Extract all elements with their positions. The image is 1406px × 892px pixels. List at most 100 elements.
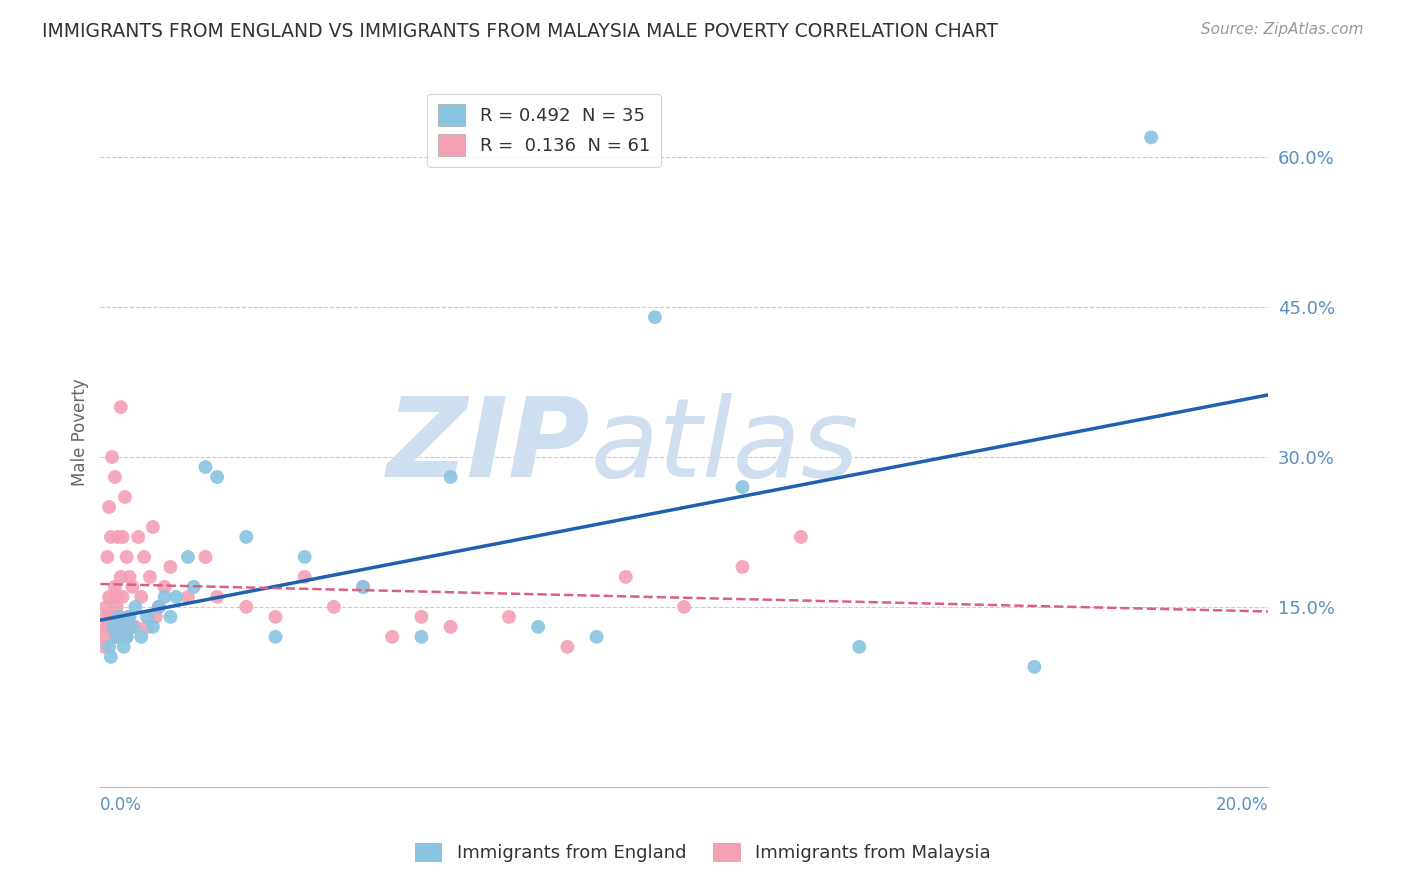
Text: Source: ZipAtlas.com: Source: ZipAtlas.com xyxy=(1201,22,1364,37)
Point xyxy=(352,580,374,594)
Point xyxy=(145,610,167,624)
Point xyxy=(118,610,141,624)
Point xyxy=(129,590,152,604)
Point xyxy=(1024,660,1046,674)
Text: 0.0%: 0.0% xyxy=(100,796,142,814)
Point xyxy=(107,620,129,634)
Point xyxy=(183,580,205,594)
Point xyxy=(112,620,135,634)
Point xyxy=(100,649,122,664)
Point xyxy=(731,480,754,494)
Point xyxy=(673,599,696,614)
Point xyxy=(98,590,121,604)
Text: IMMIGRANTS FROM ENGLAND VS IMMIGRANTS FROM MALAYSIA MALE POVERTY CORRELATION CHA: IMMIGRANTS FROM ENGLAND VS IMMIGRANTS FR… xyxy=(42,22,998,41)
Legend: Immigrants from England, Immigrants from Malaysia: Immigrants from England, Immigrants from… xyxy=(408,836,998,870)
Point xyxy=(124,620,146,634)
Y-axis label: Male Poverty: Male Poverty xyxy=(72,378,89,486)
Point xyxy=(104,470,127,484)
Point xyxy=(91,630,114,644)
Point xyxy=(142,620,165,634)
Point xyxy=(107,530,129,544)
Point xyxy=(205,590,228,604)
Point xyxy=(114,490,136,504)
Point xyxy=(153,580,176,594)
Point xyxy=(136,620,159,634)
Text: ZIP: ZIP xyxy=(387,392,591,500)
Point xyxy=(142,520,165,534)
Point xyxy=(100,530,122,544)
Point xyxy=(100,610,122,624)
Point xyxy=(96,549,118,564)
Point xyxy=(104,630,127,644)
Point xyxy=(1140,130,1163,145)
Text: 20.0%: 20.0% xyxy=(1215,796,1268,814)
Point xyxy=(411,610,433,624)
Point xyxy=(194,549,217,564)
Point xyxy=(111,530,134,544)
Point xyxy=(96,620,118,634)
Point xyxy=(110,620,132,634)
Point xyxy=(93,640,115,654)
Point xyxy=(614,570,637,584)
Point xyxy=(439,620,461,634)
Point xyxy=(148,599,170,614)
Point xyxy=(205,470,228,484)
Point xyxy=(322,599,344,614)
Point xyxy=(136,610,159,624)
Point xyxy=(177,590,200,604)
Point xyxy=(153,590,176,604)
Point xyxy=(848,640,870,654)
Point xyxy=(235,599,257,614)
Point xyxy=(498,610,520,624)
Point xyxy=(98,500,121,514)
Point xyxy=(129,630,152,644)
Point xyxy=(235,530,257,544)
Point xyxy=(96,599,118,614)
Point xyxy=(527,620,550,634)
Point xyxy=(121,580,143,594)
Point xyxy=(118,570,141,584)
Point xyxy=(108,610,131,624)
Point xyxy=(134,549,156,564)
Point xyxy=(105,599,128,614)
Point xyxy=(115,630,138,644)
Point xyxy=(110,570,132,584)
Point xyxy=(177,549,200,564)
Point xyxy=(439,470,461,484)
Point xyxy=(121,620,143,634)
Point xyxy=(148,599,170,614)
Point xyxy=(381,630,404,644)
Point xyxy=(115,630,138,644)
Point xyxy=(585,630,607,644)
Legend: R = 0.492  N = 35, R =  0.136  N = 61: R = 0.492 N = 35, R = 0.136 N = 61 xyxy=(427,94,661,167)
Point xyxy=(103,620,125,634)
Point xyxy=(352,580,374,594)
Point xyxy=(105,590,128,604)
Point xyxy=(264,610,287,624)
Point xyxy=(117,610,139,624)
Point xyxy=(108,610,131,624)
Point xyxy=(159,560,181,574)
Point xyxy=(127,530,149,544)
Text: atlas: atlas xyxy=(591,392,859,500)
Point xyxy=(294,570,316,584)
Point xyxy=(165,590,187,604)
Point xyxy=(103,610,125,624)
Point xyxy=(294,549,316,564)
Point xyxy=(731,560,754,574)
Point xyxy=(139,570,162,584)
Point xyxy=(557,640,579,654)
Point xyxy=(124,599,146,614)
Point xyxy=(104,580,127,594)
Point xyxy=(644,310,666,325)
Point xyxy=(111,590,134,604)
Point xyxy=(101,620,124,634)
Point xyxy=(97,620,120,634)
Point xyxy=(411,630,433,644)
Point xyxy=(115,549,138,564)
Point xyxy=(790,530,813,544)
Point xyxy=(112,640,135,654)
Point xyxy=(98,640,121,654)
Point xyxy=(159,610,181,624)
Point xyxy=(105,630,128,644)
